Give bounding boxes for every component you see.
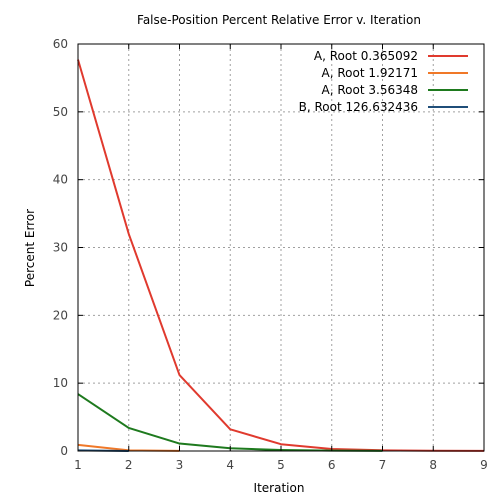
y-axis-title: Percent Error [23, 209, 37, 287]
legend-label-2: A, Root 1.92171 [322, 66, 418, 80]
y-tick-label: 30 [53, 241, 68, 255]
x-tick-label: 7 [379, 458, 387, 472]
axis-ticks: 1 2 3 4 5 6 7 8 9 0 10 20 30 40 50 60 [53, 37, 488, 472]
x-tick-label: 8 [429, 458, 437, 472]
x-axis-title: Iteration [254, 481, 305, 495]
grid [78, 44, 484, 451]
chart-title: False-Position Percent Relative Error v.… [137, 13, 421, 27]
x-tick-label: 1 [74, 458, 82, 472]
y-tick-label: 20 [53, 308, 68, 322]
x-tick-label: 6 [328, 458, 336, 472]
x-tick-label: 2 [125, 458, 133, 472]
x-tick-label: 5 [277, 458, 285, 472]
y-tick-label: 60 [53, 37, 68, 51]
x-tick-label: 4 [226, 458, 234, 472]
legend: A, Root 0.365092 A, Root 1.92171 A, Root 3… [299, 49, 468, 114]
legend-label-4: B, Root 126.632436 [299, 100, 418, 114]
legend-label-3: A, Root 3.56348 [322, 83, 418, 97]
y-tick-label: 10 [53, 376, 68, 390]
y-tick-label: 50 [53, 105, 68, 119]
x-tick-label: 3 [176, 458, 184, 472]
y-tick-label: 40 [53, 173, 68, 187]
x-tick-label: 9 [480, 458, 488, 472]
y-tick-label: 0 [60, 444, 68, 458]
series-line-3 [77, 393, 383, 452]
legend-label-1: A, Root 0.365092 [314, 49, 418, 63]
